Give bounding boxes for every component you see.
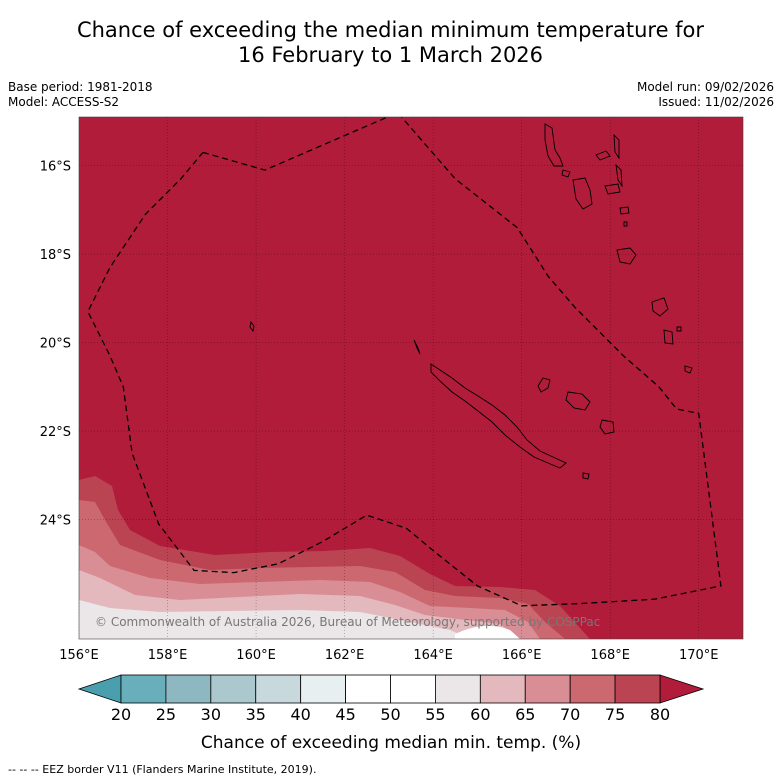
copyright-notice: © Commonwealth of Australia 2026, Bureau… — [95, 615, 600, 629]
coast-isle-of-pines — [582, 472, 590, 480]
coast-shepherd-islands — [623, 221, 628, 227]
graticule — [79, 117, 743, 639]
colorbar: 20 25 30 35 40 45 50 55 60 65 70 75 80 — [77, 674, 705, 724]
colorbar-segment — [569, 674, 616, 704]
coast-belep — [413, 339, 421, 355]
chart-title-line1: Chance of exceeding the median minimum t… — [76, 18, 705, 42]
lon-tick-label: 162°E — [325, 648, 365, 663]
colorbar-tick-label: 30 — [201, 705, 221, 724]
colorbar-segment — [120, 674, 167, 704]
colorbar-tick-label: 50 — [380, 705, 400, 724]
colorbar-tick-label: 25 — [156, 705, 176, 724]
colorbar-segment — [345, 674, 391, 704]
meta-left: Base period: 1981-2018 Model: ACCESS-S2 — [8, 80, 153, 110]
eez-border — [87, 117, 722, 607]
colorbar-segment — [435, 674, 481, 704]
colorbar-segment — [390, 674, 436, 704]
colorbar-tick-label: 55 — [425, 705, 445, 724]
contour-band-55-60 — [79, 600, 470, 639]
coast-ambrym — [604, 183, 621, 195]
colorbar-tick-label: 65 — [515, 705, 535, 724]
lon-tick-label: 170°E — [679, 648, 719, 663]
map-panel: © Commonwealth of Australia 2026, Bureau… — [79, 117, 743, 639]
coastlines — [249, 123, 693, 480]
coast-pentecost — [615, 163, 623, 188]
axis-labels: 16°S 18°S 20°S 22°S 24°S 156°E 158°E 160°E 162°E… — [40, 160, 719, 663]
colorbar-segment — [524, 674, 571, 704]
lon-tick-label: 166°E — [502, 648, 542, 663]
colorbar-tick-label: 20 — [111, 705, 131, 724]
base-period: Base period: 1981-2018 — [8, 80, 153, 94]
colorbar-segment — [255, 674, 302, 704]
coast-tanna — [663, 329, 674, 345]
colorbar-tick-label: 75 — [605, 705, 625, 724]
colorbar-tick-label: 60 — [470, 705, 490, 724]
colorbar-segment — [165, 674, 212, 704]
issued-date: Issued: 11/02/2026 — [658, 95, 774, 109]
chart-title: Chance of exceeding the median minimum t… — [0, 18, 781, 68]
coast-erromango — [651, 297, 669, 317]
colorbar-tick-label: 80 — [650, 705, 670, 724]
coast-mare — [599, 419, 615, 435]
colorbar-tick-label: 70 — [560, 705, 580, 724]
coast-efate — [616, 247, 637, 265]
contour-band-45-55 — [455, 625, 520, 639]
coast-malo — [561, 169, 571, 178]
colorbar-segment — [210, 674, 257, 704]
lat-tick-label: 16°S — [40, 160, 71, 175]
colorbar-label: Chance of exceeding median min. temp. (%… — [201, 733, 581, 753]
lon-tick-label: 158°E — [148, 648, 188, 663]
lon-tick-label: 164°E — [413, 648, 453, 663]
colorbar-tick-label: 35 — [246, 705, 266, 724]
chart-title-line2: 16 February to 1 March 2026 — [237, 43, 544, 67]
coast-anatom — [684, 365, 693, 374]
coast-maewo — [613, 133, 620, 160]
coast-new-caledonia — [430, 363, 567, 469]
lat-tick-label: 20°S — [40, 337, 71, 352]
colorbar-under-triangle — [77, 674, 122, 704]
colorbar-tick-label: 45 — [335, 705, 355, 724]
meta-right: Model run: 09/02/2026 Issued: 11/02/2026 — [637, 80, 774, 110]
lon-tick-label: 168°E — [590, 648, 630, 663]
coast-aniwa — [676, 326, 682, 332]
colorbar-segment — [479, 674, 526, 704]
model-name: Model: ACCESS-S2 — [8, 95, 120, 109]
coast-ouvea — [537, 377, 551, 393]
map-frame — [78, 116, 744, 640]
colorbar-over-triangle — [659, 674, 705, 704]
lat-tick-label: 24°S — [40, 514, 71, 529]
lon-tick-label: 160°E — [236, 648, 276, 663]
coast-chesterfield — [249, 320, 255, 333]
lat-tick-label: 18°S — [40, 248, 71, 263]
lon-tick-label: 156°E — [59, 648, 99, 663]
colorbar-segment — [300, 674, 346, 704]
colorbar-tick-label: 40 — [290, 705, 310, 724]
coast-malakula — [572, 177, 593, 210]
coast-lifou — [565, 391, 591, 411]
model-run: Model run: 09/02/2026 — [636, 80, 774, 94]
coast-espiritu-santo — [544, 123, 564, 167]
coast-epi — [619, 206, 630, 215]
footnote-eez-source: -- -- -- EEZ border V11 (Flanders Marine… — [8, 763, 317, 776]
lat-tick-label: 22°S — [40, 425, 71, 440]
colorbar-segment — [614, 674, 661, 704]
